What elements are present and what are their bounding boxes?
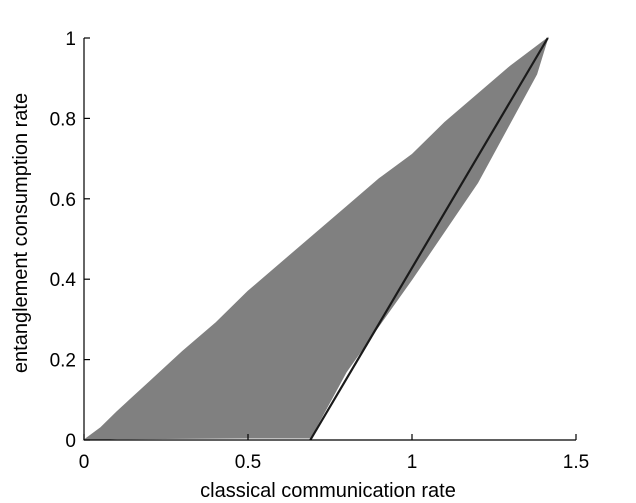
plot-area bbox=[82, 36, 549, 441]
axes bbox=[83, 38, 576, 441]
x-axis-ticks: 0 0.5 1 1.5 bbox=[79, 434, 589, 473]
y-tick-label: 0 bbox=[65, 431, 76, 452]
x-tick-label: 1.5 bbox=[563, 452, 589, 473]
y-tick-label: 1 bbox=[65, 29, 76, 50]
y-axis-ticks: 0 0.2 0.4 0.6 0.8 1 bbox=[50, 29, 90, 452]
x-tick-label: 1 bbox=[407, 452, 418, 473]
boundary-line bbox=[309, 37, 549, 441]
y-tick-label: 0.8 bbox=[50, 109, 76, 130]
x-tick-label: 0.5 bbox=[235, 452, 261, 473]
y-tick-label: 0.4 bbox=[50, 270, 77, 291]
y-axis-label: entanglement consumption rate bbox=[10, 93, 32, 373]
x-tick-label: 0 bbox=[79, 452, 90, 473]
achievable-region bbox=[82, 36, 549, 441]
y-tick-label: 0.6 bbox=[50, 190, 76, 211]
y-tick-label: 0.2 bbox=[50, 351, 76, 372]
x-axis-label: classical communication rate bbox=[200, 480, 456, 502]
